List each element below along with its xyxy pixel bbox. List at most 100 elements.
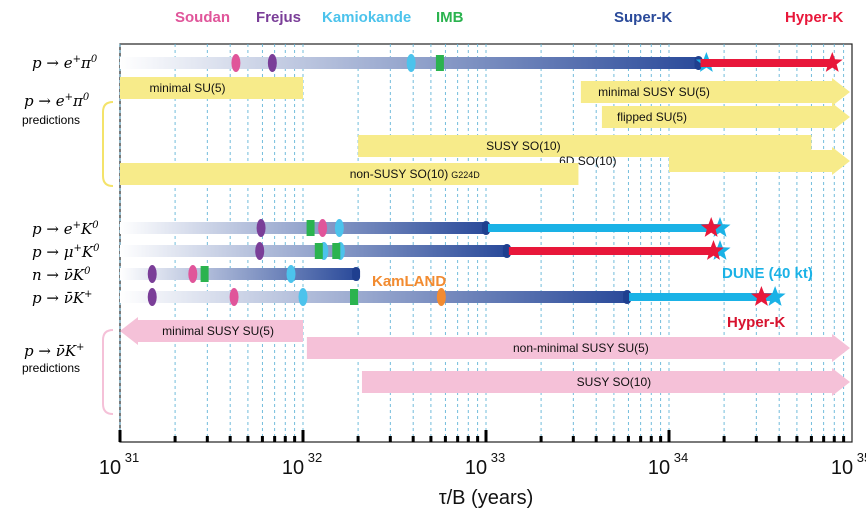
experiment-marker [406, 54, 416, 72]
future-limit-bar [508, 247, 714, 255]
x-tick [832, 436, 836, 442]
prediction-band-label: minimal SU(5) [150, 81, 226, 95]
future-limit-star [821, 52, 843, 72]
prediction-band-label: flipped SU(5) [617, 110, 687, 124]
x-tick [795, 436, 799, 442]
mode-row [120, 265, 361, 283]
x-tick [639, 436, 643, 442]
x-tick-label: 10 [99, 457, 121, 479]
superk-limit-bar [120, 268, 357, 280]
superk-limit-cap [352, 267, 361, 281]
x-tick-exponent: 34 [674, 450, 688, 465]
x-tick [246, 436, 250, 442]
x-axis-ticks: 10 31 10 32 10 33 10 34 10 35 [99, 430, 866, 479]
x-tick [571, 436, 575, 442]
x-tick [388, 436, 392, 442]
x-tick-label: 10 [648, 457, 670, 479]
brace-lower [102, 329, 114, 415]
header-kamiokande: Kamiokande [322, 9, 411, 26]
prediction-band-shape [120, 77, 303, 99]
x-tick [273, 436, 277, 442]
experiment-marker [332, 243, 341, 259]
header-hyperk: Hyper-K [785, 9, 844, 26]
mode-label-muk0: p → μ+K0 [32, 243, 100, 261]
mode-row [120, 286, 786, 306]
future-limit-star [709, 217, 731, 237]
experiment-marker [318, 219, 328, 237]
prediction-band-shape [120, 317, 303, 345]
experiment-marker [350, 289, 359, 305]
mode-row [120, 240, 731, 260]
x-tick [659, 436, 663, 442]
future-limit-star [700, 217, 722, 237]
prediction-band-label: non-SUSY SO(10) G224D [350, 167, 481, 181]
mode-row [120, 52, 843, 72]
x-tick-exponent: 31 [125, 450, 139, 465]
future-limit-star [703, 240, 724, 260]
prediction-band-label: SUSY SO(10) [486, 139, 560, 153]
prediction-band: SUSY SO(10) [361, 368, 850, 396]
experiment-marker [231, 54, 241, 72]
experiment-marker [267, 54, 277, 72]
prediction-band-shape [361, 368, 850, 396]
experiment-marker [314, 243, 323, 259]
x-tick [118, 430, 122, 442]
experiment-marker [229, 288, 239, 306]
mode-label-nk0: n → ν̄K0 [32, 266, 91, 284]
superk-limit-bar [120, 222, 486, 234]
experiment-marker [147, 288, 157, 306]
x-axis-title: τ/B (years) [439, 487, 534, 509]
x-tick [228, 436, 232, 442]
prediction-band: flipped SU(5) [601, 103, 850, 131]
prediction-band-label: minimal SUSY SU(5) [162, 324, 274, 338]
x-tick [443, 436, 447, 442]
x-tick [649, 436, 653, 442]
x-tick [777, 436, 781, 442]
mode-label-ek0: p → e+K0 [32, 220, 99, 238]
hyperk-label: Hyper-K [727, 314, 786, 331]
prediction-band-shape [601, 103, 850, 131]
x-tick [822, 436, 826, 442]
superk-limit-bar [120, 291, 628, 303]
experiment-marker [334, 219, 344, 237]
prediction-band-shape [669, 147, 850, 175]
prediction-band-label: SUSY SO(10) [577, 375, 651, 389]
experiment-marker [435, 55, 444, 71]
prediction-band: 6D SO(10) [559, 147, 850, 175]
x-tick [809, 436, 813, 442]
x-tick-exponent: 35 [857, 450, 866, 465]
future-limit-bar [629, 293, 776, 301]
x-tick [539, 436, 543, 442]
prediction-band-label: non-minimal SUSY SU(5) [513, 341, 649, 355]
future-limit-star [751, 286, 772, 306]
group-epi0-predictions: predictions [22, 113, 80, 127]
x-tick-exponent: 33 [491, 450, 505, 465]
prediction-band-shape [580, 78, 850, 106]
x-tick [301, 430, 305, 442]
dune-label: DUNE (40 kt) [722, 265, 813, 282]
x-tick [205, 436, 209, 442]
prediction-band: minimal SUSY SU(5) [120, 317, 303, 345]
brace-upper [102, 101, 114, 187]
header-soudan: Soudan [175, 9, 230, 26]
future-limit-bar [700, 59, 833, 67]
x-tick [411, 436, 415, 442]
header-imb: IMB [436, 9, 464, 26]
x-tick-label: 10 [831, 457, 853, 479]
prediction-band-label: minimal SUSY SU(5) [598, 85, 710, 99]
experiment-marker [200, 266, 209, 282]
prediction-band: minimal SUSY SU(5) [580, 78, 850, 106]
x-tick [722, 436, 726, 442]
experiment-marker [306, 220, 315, 236]
x-tick [429, 436, 433, 442]
x-tick [754, 436, 758, 442]
x-tick [356, 436, 360, 442]
future-limit-bar [488, 224, 721, 232]
group-labels: p → e+π0 predictions p → ν̄K+ prediction… [22, 92, 114, 415]
prediction-band: non-minimal SUSY SU(5) [306, 334, 850, 362]
mode-label-nuk: p → ν̄K+ [32, 289, 92, 307]
x-tick [466, 436, 470, 442]
x-tick-label: 10 [282, 457, 304, 479]
x-tick [842, 436, 846, 442]
x-tick [626, 436, 630, 442]
